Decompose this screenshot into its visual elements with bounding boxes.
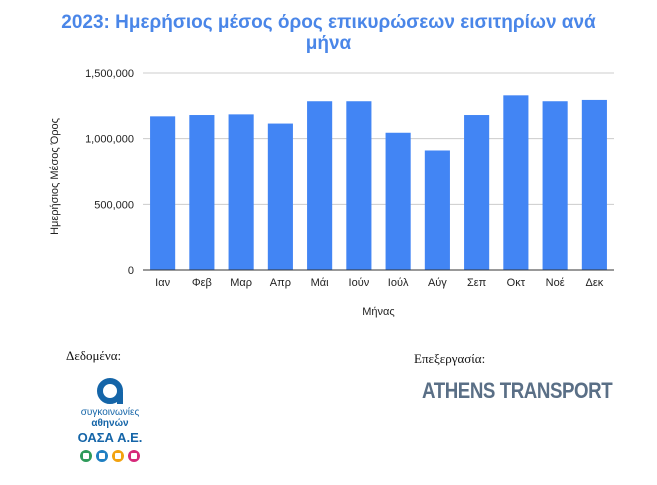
bar bbox=[424, 150, 450, 270]
bar bbox=[542, 101, 568, 270]
y-tick-label: 1,500,000 bbox=[85, 68, 134, 80]
processing-label: Επεξεργασία: bbox=[414, 351, 486, 366]
athens-transport-logo: ATHENS TRANSPORT bbox=[422, 378, 613, 403]
x-tick-label: Ιαν bbox=[155, 277, 170, 289]
x-tick-label: Απρ bbox=[270, 277, 291, 289]
y-tick-label: 500,000 bbox=[94, 199, 134, 211]
oasa-logo-line-2: αθηνών bbox=[91, 418, 129, 429]
x-tick-label: Ιούλ bbox=[388, 277, 409, 289]
bar bbox=[503, 95, 529, 271]
x-tick-labels: Ιαν Φεβ Μαρ Απρ Μάι Ιούν Ιούλ Αύγ Σεπ Οκτ Νοέ Δεκ bbox=[155, 277, 604, 289]
tram-icon bbox=[128, 450, 140, 462]
oasa-logo: συγκοινωνίες αθηνών ΟΑΣΑ Α.Ε. bbox=[70, 378, 150, 462]
chart-title: 2023: Ημερήσιος μέσος όρος επικυρώσεων ε… bbox=[0, 12, 657, 54]
oasa-mark-icon bbox=[97, 378, 123, 404]
y-tick-label: 1,000,000 bbox=[85, 134, 134, 146]
chart-title-line-2: μήνα bbox=[305, 33, 352, 54]
bar bbox=[228, 114, 254, 271]
bars bbox=[150, 95, 607, 271]
chart-title-line-1: 2023: Ημερήσιος μέσος όρος επικυρώσεων ε… bbox=[61, 12, 596, 33]
x-tick-label: Αύγ bbox=[428, 277, 447, 289]
x-tick-label: Ιούν bbox=[349, 277, 370, 289]
bar bbox=[189, 115, 215, 270]
x-tick-label: Δεκ bbox=[585, 277, 603, 289]
bar bbox=[267, 123, 293, 271]
bar-chart: 0 500,000 1,000,000 1,500,000 Ιαν Φεβ Μαρ Απρ Μ… bbox=[49, 68, 614, 318]
x-tick-label: Μαρ bbox=[230, 277, 252, 289]
metro-icon bbox=[112, 450, 124, 462]
bar bbox=[385, 132, 411, 270]
bar bbox=[150, 116, 176, 270]
x-tick-label: Σεπ bbox=[467, 277, 487, 289]
oasa-logo-line-3: ΟΑΣΑ Α.Ε. bbox=[77, 430, 143, 445]
y-tick-label: 0 bbox=[128, 265, 134, 277]
bar bbox=[464, 115, 490, 270]
oasa-logo-line-1: συγκοινωνίες bbox=[80, 407, 140, 418]
trolley-icon bbox=[96, 450, 108, 462]
x-axis-label: Μήνας bbox=[362, 306, 394, 318]
gridlines bbox=[143, 72, 614, 205]
bar bbox=[307, 101, 333, 270]
y-tick-labels: 0 500,000 1,000,000 1,500,000 bbox=[85, 68, 134, 277]
y-axis-label: Ημερήσιος Μέσος Όρος bbox=[49, 118, 61, 235]
oasa-transport-icons bbox=[70, 450, 150, 462]
bus-icon bbox=[80, 450, 92, 462]
x-tick-label: Μάι bbox=[311, 277, 330, 289]
x-tick-label: Νοέ bbox=[546, 277, 565, 289]
x-tick-label: Φεβ bbox=[192, 277, 212, 289]
data-source-label: Δεδομένα: bbox=[66, 348, 122, 363]
bar bbox=[581, 99, 607, 270]
x-tick-label: Οκτ bbox=[507, 277, 526, 289]
bar bbox=[346, 101, 372, 270]
